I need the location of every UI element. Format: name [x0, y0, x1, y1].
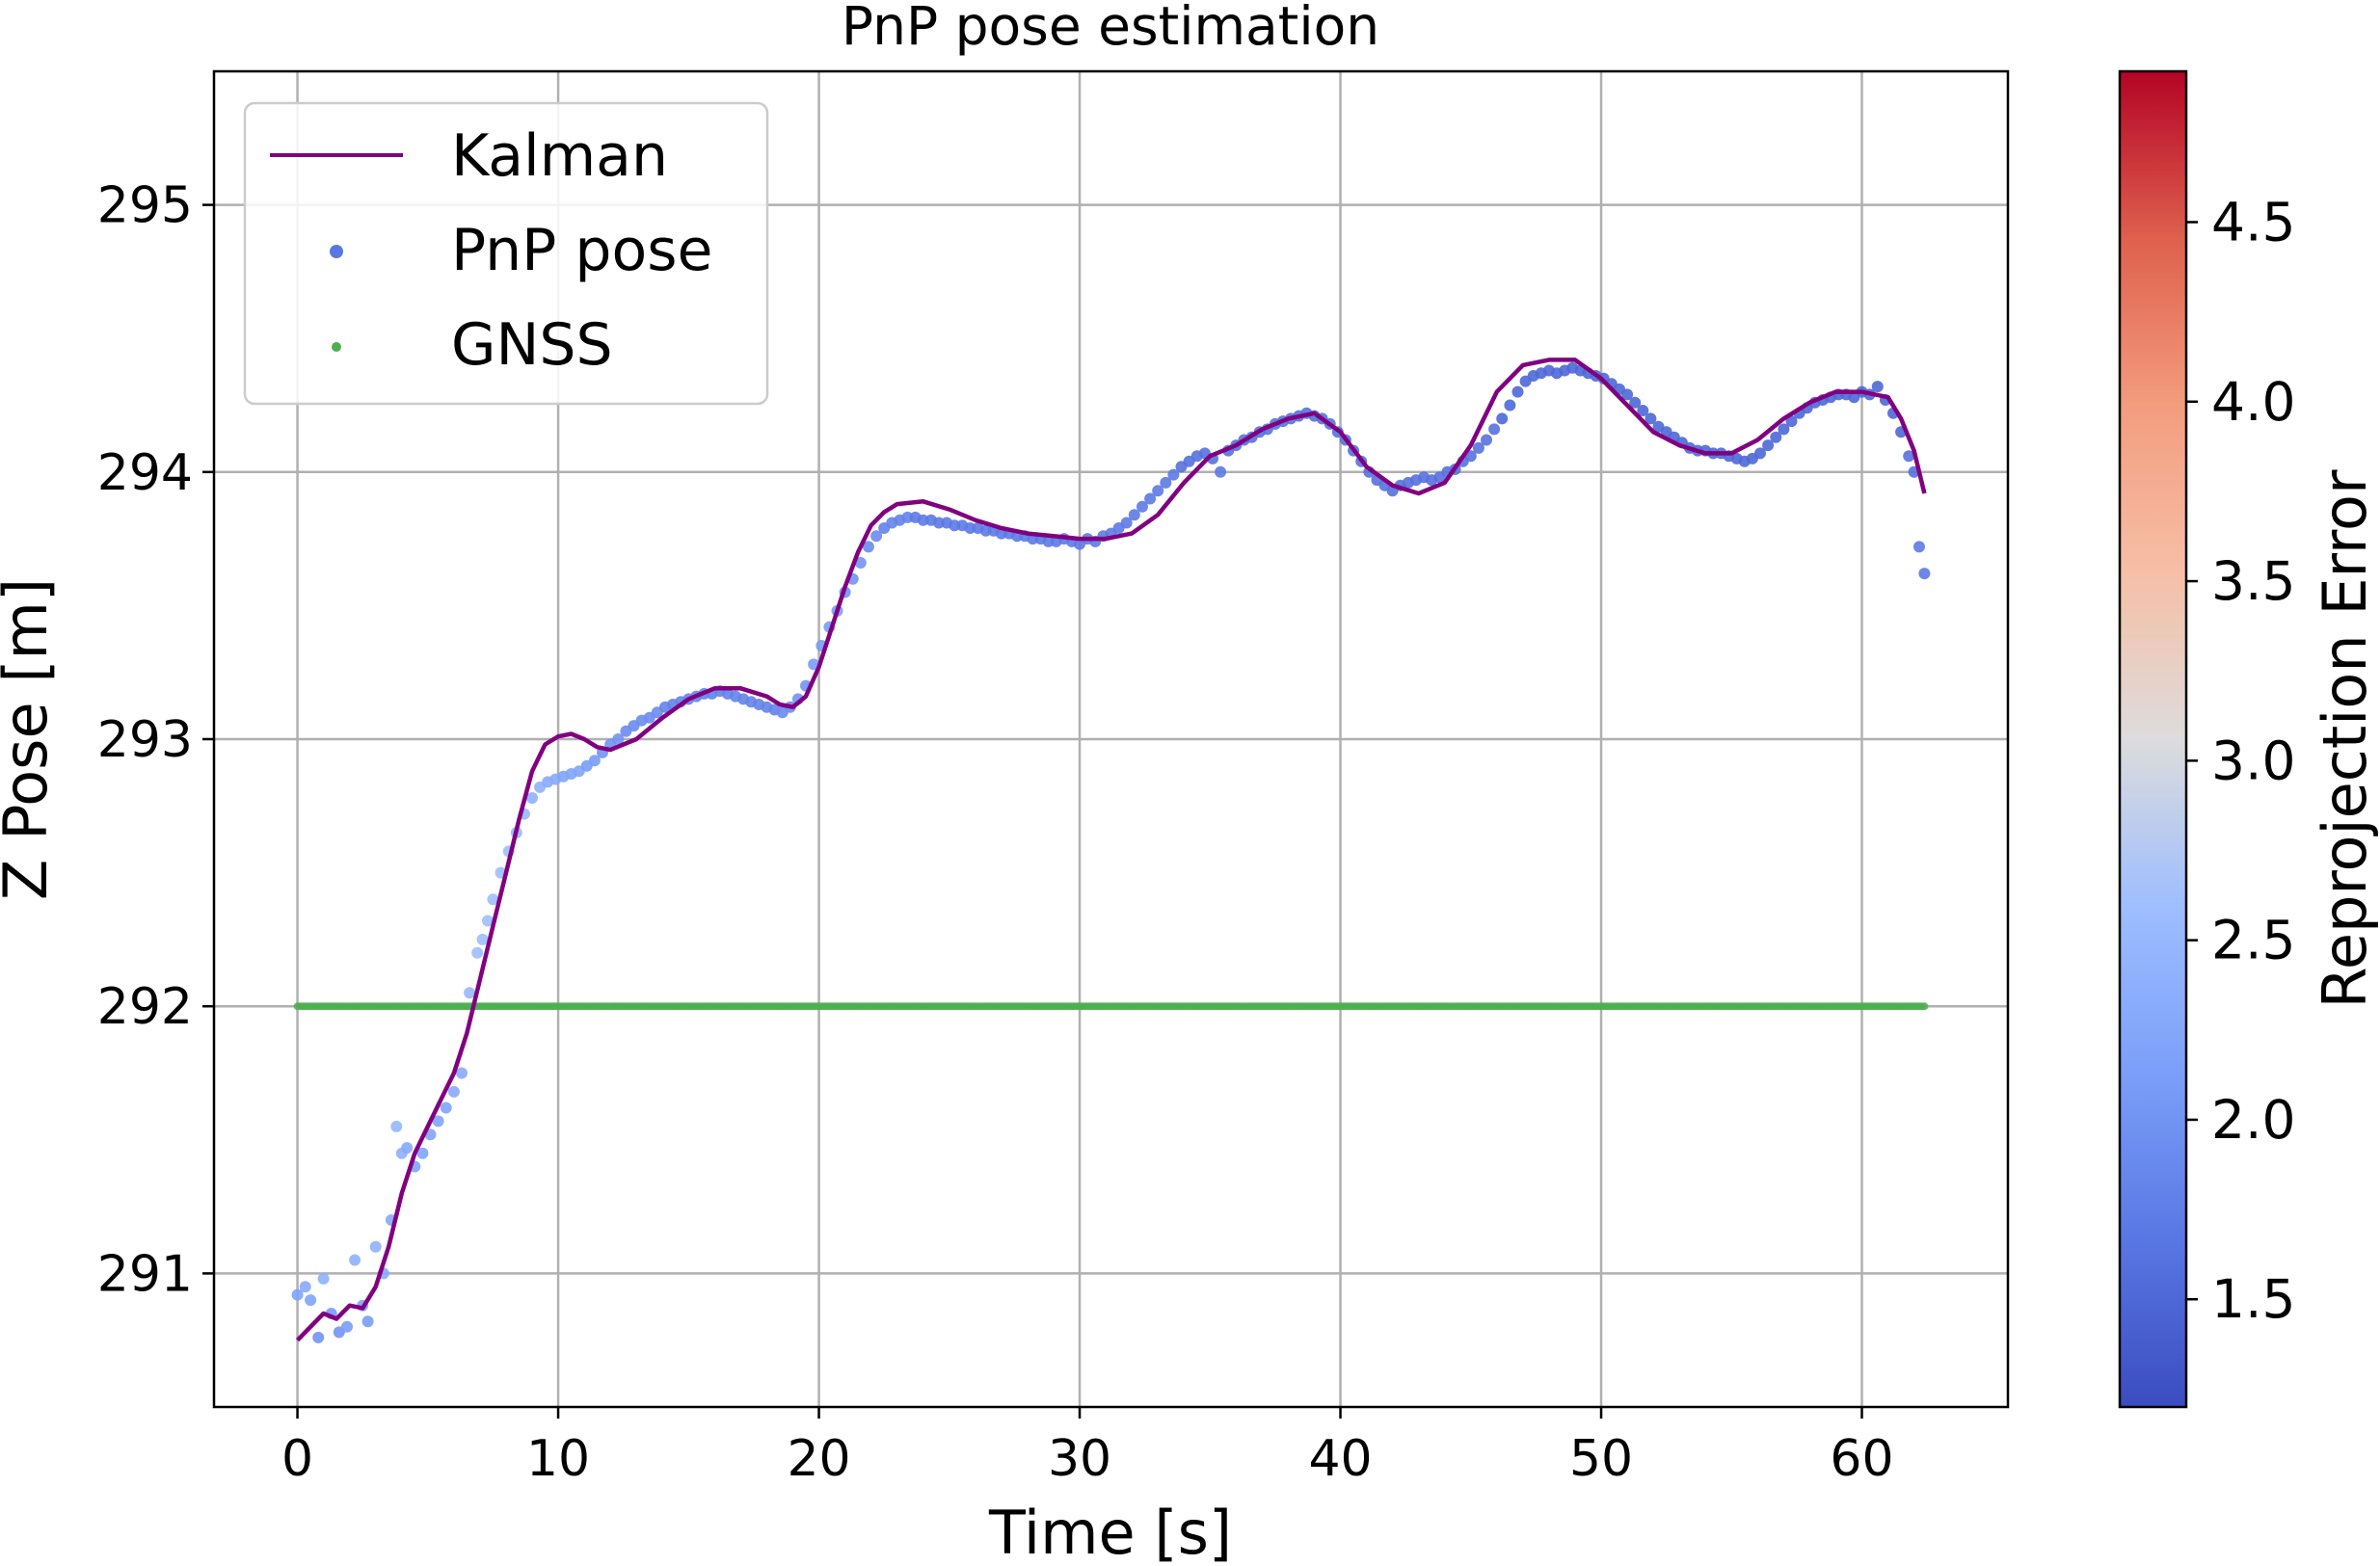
- legend-kalman-label: Kalman: [451, 122, 668, 190]
- y-tick-label: 292: [97, 978, 193, 1036]
- pnp-point: [1637, 405, 1649, 416]
- pnp-point: [1645, 412, 1657, 425]
- y-axis: 291 292 293 294 295: [97, 177, 214, 1303]
- pnp-point: [305, 1294, 317, 1307]
- pnp-point: [1511, 385, 1524, 398]
- pnp-point: [1481, 434, 1492, 446]
- pnp-point: [341, 1320, 353, 1333]
- pnp-point: [1215, 465, 1227, 478]
- pnp-point: [1488, 423, 1501, 436]
- pnp-point: [1144, 492, 1157, 505]
- colorbar-gradient: [2120, 71, 2186, 1407]
- pnp-point: [1496, 412, 1509, 425]
- x-axis-label: Time [s]: [988, 1498, 1232, 1566]
- pnp-point: [456, 1067, 468, 1079]
- y-tick-label: 293: [97, 711, 193, 769]
- pnp-point: [1128, 509, 1140, 521]
- colorbar-tick-label: 1.5: [2211, 1268, 2295, 1330]
- pnp-point: [1778, 423, 1790, 436]
- x-tick-label: 30: [1048, 1430, 1111, 1488]
- pnp-point: [476, 933, 489, 945]
- pnp-pose-series: [291, 361, 1931, 1343]
- x-tick-label: 0: [281, 1430, 313, 1488]
- x-axis: 0 10 20 30 40 50 60: [281, 1407, 1894, 1488]
- pnp-point: [464, 987, 476, 999]
- y-tick-label: 294: [97, 444, 193, 502]
- pnp-point: [1770, 431, 1782, 443]
- y-tick-label: 291: [97, 1245, 193, 1303]
- legend: Kalman PnP pose GNSS: [243, 101, 769, 406]
- colorbar-tick-label: 4.5: [2211, 191, 2295, 252]
- pnp-point: [317, 1272, 330, 1285]
- pnp-point: [1167, 468, 1180, 481]
- pnp-point: [1762, 439, 1775, 452]
- pnp-point: [854, 557, 867, 569]
- pnp-point: [1871, 381, 1884, 393]
- colorbar-tick-label: 3.5: [2211, 550, 2295, 612]
- colorbar: 1.5 2.0 2.5 3.0 3.5 4.0 4.5 Reprojection Error: [2118, 69, 2380, 1409]
- pnp-point: [1754, 447, 1766, 460]
- pnp-point: [471, 946, 484, 959]
- colorbar-frame: [2118, 69, 2188, 1409]
- pnp-point: [291, 1288, 304, 1301]
- legend-box: [243, 101, 769, 406]
- gnss-point: [1920, 1002, 1929, 1011]
- colorbar-label: Reprojection Error: [2310, 469, 2380, 1008]
- chart-title: PnP pose estimation: [842, 0, 1379, 57]
- pnp-point: [1913, 541, 1925, 553]
- pnp-point: [390, 1120, 403, 1132]
- pnp-point: [361, 1315, 374, 1328]
- colorbar-tick-label: 3.0: [2211, 730, 2295, 791]
- x-tick-label: 50: [1569, 1430, 1633, 1488]
- pnp-point: [482, 915, 494, 927]
- pnp-point: [349, 1254, 361, 1266]
- legend-gnss-swatch: [332, 342, 341, 352]
- colorbar-tick-label: 2.0: [2211, 1089, 2295, 1151]
- pnp-point: [870, 530, 883, 543]
- pnp-point: [447, 1085, 460, 1098]
- pnp-point: [401, 1142, 414, 1155]
- pnp-point: [917, 514, 929, 526]
- pnp-point: [432, 1115, 444, 1128]
- pnp-point: [1160, 476, 1172, 489]
- pnp-point: [1903, 450, 1915, 463]
- pnp-point: [299, 1281, 311, 1293]
- colorbar-tick-label: 2.5: [2211, 910, 2295, 971]
- x-tick-label: 20: [787, 1430, 850, 1488]
- pnp-point: [588, 755, 601, 767]
- pnp-point: [1629, 396, 1642, 409]
- x-tick-label: 60: [1830, 1430, 1893, 1488]
- y-tick-label: 295: [97, 177, 193, 235]
- pnp-point: [1152, 485, 1164, 497]
- x-tick-label: 10: [526, 1430, 590, 1488]
- pnp-point: [1918, 568, 1931, 580]
- legend-pnp-swatch: [330, 245, 343, 258]
- pnp-point: [526, 792, 538, 804]
- pnp-point: [1120, 517, 1133, 529]
- pnp-point: [1621, 388, 1634, 401]
- legend-gnss-label: GNSS: [451, 311, 613, 379]
- y-axis-label: Z Pose [m]: [0, 578, 61, 900]
- pnp-point: [416, 1147, 429, 1159]
- pnp-point: [440, 1102, 452, 1114]
- colorbar-tick-label: 4.0: [2211, 371, 2295, 433]
- x-tick-label: 40: [1308, 1430, 1372, 1488]
- pnp-point: [1137, 500, 1148, 513]
- pnp-point: [369, 1240, 382, 1253]
- pnp-point: [1504, 399, 1516, 411]
- pnp-point: [862, 541, 874, 553]
- kalman-series: [295, 358, 1927, 1342]
- pnp-point: [612, 733, 625, 745]
- pnp-point: [487, 893, 499, 906]
- pnp-point: [1472, 441, 1484, 454]
- pnp-point: [312, 1331, 325, 1343]
- pnp-point: [1785, 415, 1798, 428]
- kalman-line: [295, 358, 1927, 1342]
- legend-pnp-label: PnP pose: [451, 217, 712, 284]
- gnss-series: [293, 1002, 1929, 1011]
- colorbar-ticks: 1.5 2.0 2.5 3.0 3.5 4.0 4.5: [2186, 191, 2295, 1330]
